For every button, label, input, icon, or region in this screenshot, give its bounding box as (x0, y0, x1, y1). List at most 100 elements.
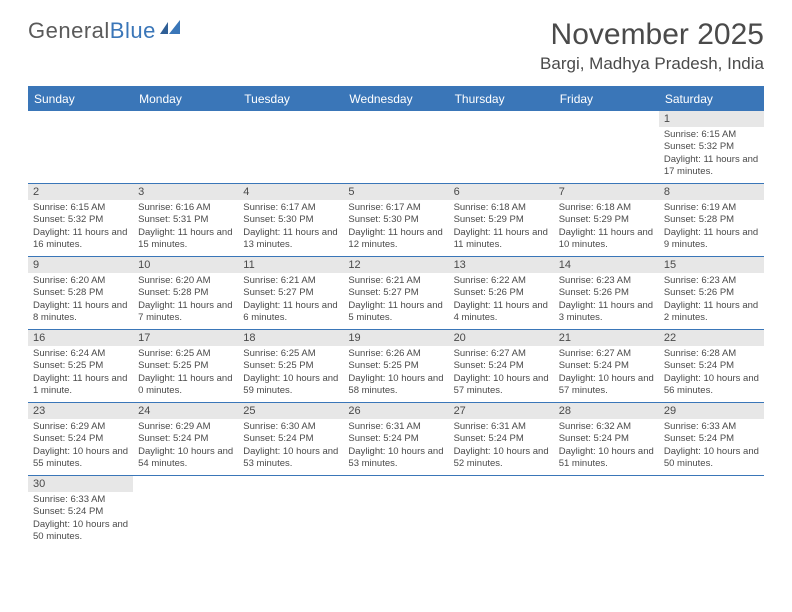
calendar: SundayMondayTuesdayWednesdayThursdayFrid… (28, 86, 764, 548)
calendar-cell: 2Sunrise: 6:15 AMSunset: 5:32 PMDaylight… (28, 184, 133, 256)
daylight-line: Daylight: 11 hours and 15 minutes. (138, 227, 233, 252)
sunset-line: Sunset: 5:24 PM (664, 433, 759, 445)
location: Bargi, Madhya Pradesh, India (540, 54, 764, 74)
cell-body: Sunrise: 6:27 AMSunset: 5:24 PMDaylight:… (554, 346, 659, 401)
sunrise-line: Sunrise: 6:17 AM (348, 202, 443, 214)
week-row: 2Sunrise: 6:15 AMSunset: 5:32 PMDaylight… (28, 184, 764, 257)
day-number: 10 (133, 257, 238, 273)
day-number: 11 (238, 257, 343, 273)
sunset-line: Sunset: 5:25 PM (348, 360, 443, 372)
day-number: 14 (554, 257, 659, 273)
sunset-line: Sunset: 5:24 PM (454, 433, 549, 445)
sunrise-line: Sunrise: 6:23 AM (664, 275, 759, 287)
sunset-line: Sunset: 5:27 PM (243, 287, 338, 299)
sunset-line: Sunset: 5:29 PM (454, 214, 549, 226)
daylight-line: Daylight: 10 hours and 55 minutes. (33, 446, 128, 471)
calendar-cell (554, 111, 659, 183)
day-number: 1 (659, 111, 764, 127)
brand-logo: GeneralBlue (28, 18, 186, 44)
calendar-cell (133, 111, 238, 183)
sunset-line: Sunset: 5:24 PM (243, 433, 338, 445)
daylight-line: Daylight: 10 hours and 57 minutes. (454, 373, 549, 398)
calendar-cell (343, 111, 448, 183)
daylight-line: Daylight: 11 hours and 6 minutes. (243, 300, 338, 325)
day-number: 24 (133, 403, 238, 419)
daylight-line: Daylight: 10 hours and 59 minutes. (243, 373, 338, 398)
calendar-cell: 3Sunrise: 6:16 AMSunset: 5:31 PMDaylight… (133, 184, 238, 256)
cell-body: Sunrise: 6:18 AMSunset: 5:29 PMDaylight:… (554, 200, 659, 255)
calendar-cell: 13Sunrise: 6:22 AMSunset: 5:26 PMDayligh… (449, 257, 554, 329)
sunrise-line: Sunrise: 6:21 AM (243, 275, 338, 287)
month-title: November 2025 (540, 18, 764, 52)
sunrise-line: Sunrise: 6:25 AM (138, 348, 233, 360)
calendar-cell: 29Sunrise: 6:33 AMSunset: 5:24 PMDayligh… (659, 403, 764, 475)
calendar-cell (449, 476, 554, 548)
daylight-line: Daylight: 11 hours and 12 minutes. (348, 227, 443, 252)
sunset-line: Sunset: 5:24 PM (454, 360, 549, 372)
day-number: 26 (343, 403, 448, 419)
day-header-cell: Sunday (28, 87, 133, 111)
sunset-line: Sunset: 5:31 PM (138, 214, 233, 226)
daylight-line: Daylight: 10 hours and 53 minutes. (243, 446, 338, 471)
day-header-cell: Tuesday (238, 87, 343, 111)
calendar-cell: 9Sunrise: 6:20 AMSunset: 5:28 PMDaylight… (28, 257, 133, 329)
cell-body: Sunrise: 6:29 AMSunset: 5:24 PMDaylight:… (133, 419, 238, 474)
calendar-cell: 21Sunrise: 6:27 AMSunset: 5:24 PMDayligh… (554, 330, 659, 402)
daylight-line: Daylight: 11 hours and 10 minutes. (559, 227, 654, 252)
daylight-line: Daylight: 10 hours and 51 minutes. (559, 446, 654, 471)
day-number: 30 (28, 476, 133, 492)
cell-body: Sunrise: 6:19 AMSunset: 5:28 PMDaylight:… (659, 200, 764, 255)
calendar-cell (28, 111, 133, 183)
calendar-cell: 24Sunrise: 6:29 AMSunset: 5:24 PMDayligh… (133, 403, 238, 475)
day-number: 5 (343, 184, 448, 200)
daylight-line: Daylight: 11 hours and 4 minutes. (454, 300, 549, 325)
daylight-line: Daylight: 11 hours and 13 minutes. (243, 227, 338, 252)
sunrise-line: Sunrise: 6:31 AM (348, 421, 443, 433)
week-row: 1Sunrise: 6:15 AMSunset: 5:32 PMDaylight… (28, 111, 764, 184)
cell-body: Sunrise: 6:17 AMSunset: 5:30 PMDaylight:… (343, 200, 448, 255)
sunrise-line: Sunrise: 6:23 AM (559, 275, 654, 287)
calendar-cell (133, 476, 238, 548)
cell-body: Sunrise: 6:23 AMSunset: 5:26 PMDaylight:… (554, 273, 659, 328)
day-number: 6 (449, 184, 554, 200)
cell-body: Sunrise: 6:33 AMSunset: 5:24 PMDaylight:… (28, 492, 133, 547)
cell-body: Sunrise: 6:25 AMSunset: 5:25 PMDaylight:… (238, 346, 343, 401)
sunrise-line: Sunrise: 6:18 AM (559, 202, 654, 214)
day-number: 27 (449, 403, 554, 419)
day-number: 9 (28, 257, 133, 273)
sunset-line: Sunset: 5:24 PM (348, 433, 443, 445)
sunset-line: Sunset: 5:24 PM (138, 433, 233, 445)
day-number: 2 (28, 184, 133, 200)
daylight-line: Daylight: 11 hours and 0 minutes. (138, 373, 233, 398)
calendar-cell: 11 Sunrise: 6:21 AMSunset: 5:27 PMDayligh… (238, 257, 343, 329)
day-number: 18 (238, 330, 343, 346)
cell-body: Sunrise: 6:20 AMSunset: 5:28 PMDaylight:… (133, 273, 238, 328)
day-number: 28 (554, 403, 659, 419)
day-header-cell: Friday (554, 87, 659, 111)
daylight-line: Daylight: 10 hours and 56 minutes. (664, 373, 759, 398)
calendar-cell: 19Sunrise: 6:26 AMSunset: 5:25 PMDayligh… (343, 330, 448, 402)
day-header-cell: Monday (133, 87, 238, 111)
daylight-line: Daylight: 11 hours and 17 minutes. (664, 154, 759, 179)
day-number: 4 (238, 184, 343, 200)
day-number: 8 (659, 184, 764, 200)
daylight-line: Daylight: 11 hours and 2 minutes. (664, 300, 759, 325)
sunset-line: Sunset: 5:24 PM (664, 360, 759, 372)
sunrise-line: Sunrise: 6:24 AM (33, 348, 128, 360)
day-number: 20 (449, 330, 554, 346)
day-number: 16 (28, 330, 133, 346)
sunrise-line: Sunrise: 6:26 AM (348, 348, 443, 360)
daylight-line: Daylight: 11 hours and 16 minutes. (33, 227, 128, 252)
daylight-line: Daylight: 10 hours and 52 minutes. (454, 446, 549, 471)
calendar-cell: 16Sunrise: 6:24 AMSunset: 5:25 PMDayligh… (28, 330, 133, 402)
daylight-line: Daylight: 11 hours and 1 minute. (33, 373, 128, 398)
sunset-line: Sunset: 5:26 PM (664, 287, 759, 299)
sunset-line: Sunset: 5:30 PM (243, 214, 338, 226)
calendar-cell (238, 476, 343, 548)
calendar-cell: 14Sunrise: 6:23 AMSunset: 5:26 PMDayligh… (554, 257, 659, 329)
calendar-cell: 20 Sunrise: 6:27 AMSunset: 5:24 PMDayligh… (449, 330, 554, 402)
sunrise-line: Sunrise: 6:17 AM (243, 202, 338, 214)
sunrise-line: Sunrise: 6:20 AM (138, 275, 233, 287)
sunrise-line: Sunrise: 6:27 AM (454, 348, 549, 360)
day-number: 7 (554, 184, 659, 200)
